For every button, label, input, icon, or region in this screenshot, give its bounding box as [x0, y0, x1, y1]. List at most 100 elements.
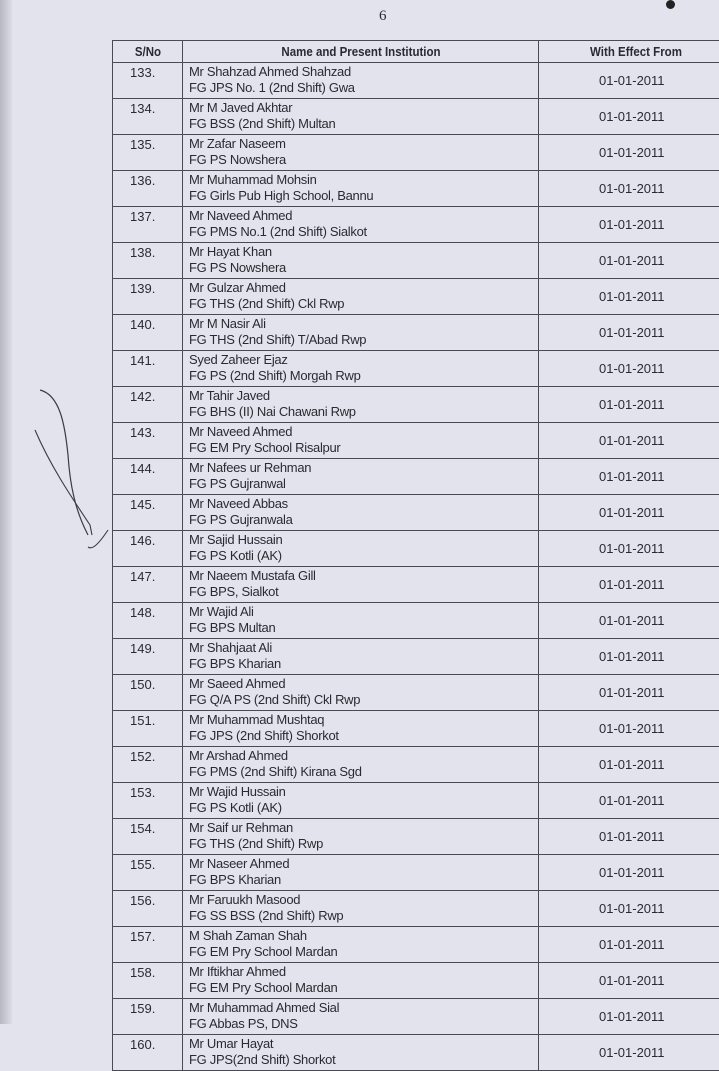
- institution: FG PS Nowshera: [189, 152, 538, 168]
- header-sno: S/No: [115, 41, 179, 63]
- serial-number: 156.: [113, 891, 183, 927]
- institution: FG BPS, Sialkot: [189, 584, 538, 600]
- person-name: Mr Gulzar Ahmed: [189, 280, 538, 296]
- effect-date: 01-01-2011: [539, 459, 719, 495]
- institution: FG BPS Kharian: [189, 656, 538, 672]
- effect-date: 01-01-2011: [539, 711, 719, 747]
- person-name: Mr Shahzad Ahmed Shahzad: [189, 64, 538, 80]
- handwritten-check-mark: [30, 385, 120, 555]
- serial-number: 138.: [113, 243, 183, 279]
- serial-number: 159.: [113, 999, 183, 1035]
- institution: FG JPS (2nd Shift) Shorkot: [189, 728, 538, 744]
- institution: FG PMS (2nd Shift) Kirana Sgd: [189, 764, 538, 780]
- institution: FG EM Pry School Risalpur: [189, 440, 538, 456]
- page-number: 6: [379, 8, 387, 25]
- person-name: Mr Wajid Ali: [189, 604, 538, 620]
- effect-date: 01-01-2011: [539, 927, 719, 963]
- serial-number: 154.: [113, 819, 183, 855]
- table-header: S/No Name and Present Institution With E…: [113, 41, 719, 63]
- serial-number: 153.: [113, 783, 183, 819]
- effect-date: 01-01-2011: [539, 531, 719, 567]
- person-name: Mr Umar Hayat: [189, 1036, 538, 1052]
- ink-spot: [666, 0, 675, 9]
- serial-number: 142.: [113, 387, 183, 423]
- serial-number: 158.: [113, 963, 183, 999]
- serial-number: 139.: [113, 279, 183, 315]
- person-name: Mr Muhammad Mushtaq: [189, 712, 538, 728]
- person-name: Mr Naseer Ahmed: [189, 856, 538, 872]
- scan-edge: [0, 0, 12, 1024]
- serial-number: 155.: [113, 855, 183, 891]
- institution: FG PMS No.1 (2nd Shift) Sialkot: [189, 224, 538, 240]
- serial-number: 157.: [113, 927, 183, 963]
- effect-date: 01-01-2011: [539, 387, 719, 423]
- serial-number: 145.: [113, 495, 183, 531]
- institution: FG BHS (II) Nai Chawani Rwp: [189, 404, 538, 420]
- institution: FG PS Gujranwala: [189, 512, 538, 528]
- staff-table: S/No Name and Present Institution With E…: [112, 40, 719, 1071]
- person-name: Mr Muhammad Mohsin: [189, 172, 538, 188]
- institution: FG BPS Kharian: [189, 872, 538, 888]
- serial-number: 140.: [113, 315, 183, 351]
- institution: FG THS (2nd Shift) Rwp: [189, 836, 538, 852]
- person-name: Mr Sajid Hussain: [189, 532, 538, 548]
- effect-date: 01-01-2011: [539, 891, 719, 927]
- effect-date: 01-01-2011: [539, 315, 719, 351]
- serial-number: 148.: [113, 603, 183, 639]
- institution: FG JPS(2nd Shift) Shorkot: [189, 1052, 538, 1068]
- serial-number: 143.: [113, 423, 183, 459]
- serial-number: 149.: [113, 639, 183, 675]
- header-effect-from: With Effect From: [546, 41, 719, 63]
- person-name: Mr Faruukh Masood: [189, 892, 538, 908]
- institution: FG BSS (2nd Shift) Multan: [189, 116, 538, 132]
- person-name: Mr Wajid Hussain: [189, 784, 538, 800]
- institution: FG JPS No. 1 (2nd Shift) Gwa: [189, 80, 538, 96]
- serial-number: 144.: [113, 459, 183, 495]
- effect-date: 01-01-2011: [539, 1035, 719, 1071]
- serial-number: 135.: [113, 135, 183, 171]
- serial-number: 152.: [113, 747, 183, 783]
- effect-date: 01-01-2011: [539, 63, 719, 99]
- person-name: Mr Zafar Naseem: [189, 136, 538, 152]
- person-name: Mr M Nasir Ali: [189, 316, 538, 332]
- institution: FG Q/A PS (2nd Shift) Ckl Rwp: [189, 692, 538, 708]
- person-name: Mr Saeed Ahmed: [189, 676, 538, 692]
- person-name: Mr Tahir Javed: [189, 388, 538, 404]
- person-name: Mr M Javed Akhtar: [189, 100, 538, 116]
- effect-date: 01-01-2011: [539, 639, 719, 675]
- institution: FG THS (2nd Shift) Ckl Rwp: [189, 296, 538, 312]
- person-name: Mr Saif ur Rehman: [189, 820, 538, 836]
